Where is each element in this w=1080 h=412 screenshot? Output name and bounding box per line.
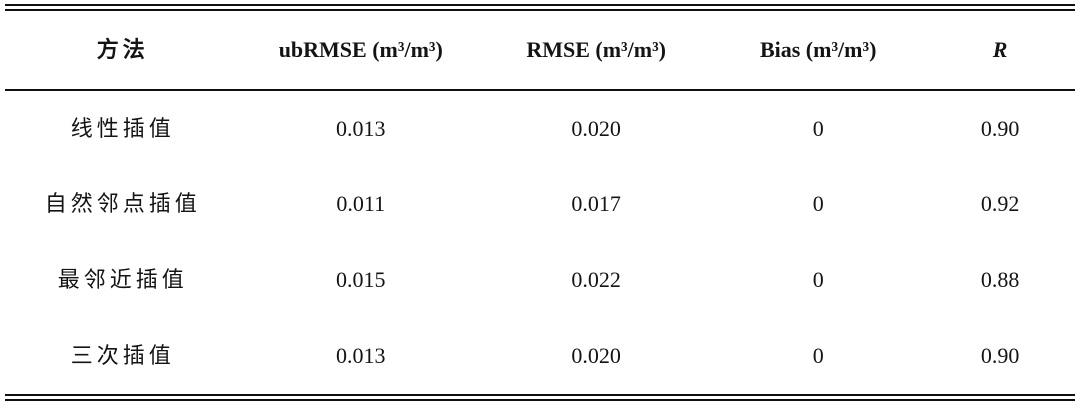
table-row: 最邻近插值 0.015 0.022 0 0.88 (5, 242, 1075, 318)
r-cell: 0.88 (980, 267, 1020, 292)
method-cell: 线性插值 (70, 115, 175, 141)
r-cell: 0.92 (980, 191, 1020, 216)
table-row: 三次插值 0.013 0.020 0 0.90 (5, 318, 1075, 394)
interpolation-metrics-table: 方法 ubRMSE (m³/m³) RMSE (m³/m³) Bias (m³/… (5, 11, 1075, 394)
table-row: 自然邻点插值 0.011 0.017 0 0.92 (5, 166, 1075, 242)
method-cell: 自然邻点插值 (44, 191, 201, 216)
column-header-method: 方法 (5, 11, 241, 91)
r-cell: 0.90 (980, 343, 1020, 368)
rmse-cell: 0.022 (571, 267, 621, 292)
bias-cell: 0 (812, 343, 824, 368)
method-cell: 最邻近插值 (57, 267, 188, 292)
bias-cell: 0 (812, 267, 824, 292)
rmse-cell: 0.017 (571, 191, 621, 216)
rmse-cell: 0.020 (571, 115, 621, 141)
ubrmse-cell: 0.013 (336, 343, 386, 368)
bias-cell: 0 (812, 191, 824, 216)
table-body: 线性插值 0.013 0.020 0 0.90 自然邻点插值 0.011 0.0… (5, 90, 1075, 394)
ubrmse-cell: 0.015 (336, 267, 386, 292)
column-header-r: R (925, 11, 1075, 91)
ubrmse-cell: 0.013 (336, 115, 386, 141)
column-header-rmse: RMSE (m³/m³) (481, 11, 712, 91)
bias-cell: 0 (812, 115, 824, 141)
metrics-table-frame: 方法 ubRMSE (m³/m³) RMSE (m³/m³) Bias (m³/… (5, 4, 1075, 401)
table-row: 线性插值 0.013 0.020 0 0.90 (5, 90, 1075, 166)
r-cell: 0.90 (980, 115, 1020, 141)
column-header-ubrmse: ubRMSE (m³/m³) (240, 11, 482, 91)
rmse-cell: 0.020 (571, 343, 621, 368)
header-row: 方法 ubRMSE (m³/m³) RMSE (m³/m³) Bias (m³/… (5, 11, 1075, 91)
method-cell: 三次插值 (70, 343, 175, 368)
ubrmse-cell: 0.011 (336, 191, 386, 216)
column-header-bias: Bias (m³/m³) (711, 11, 926, 91)
table-header: 方法 ubRMSE (m³/m³) RMSE (m³/m³) Bias (m³/… (5, 11, 1075, 91)
